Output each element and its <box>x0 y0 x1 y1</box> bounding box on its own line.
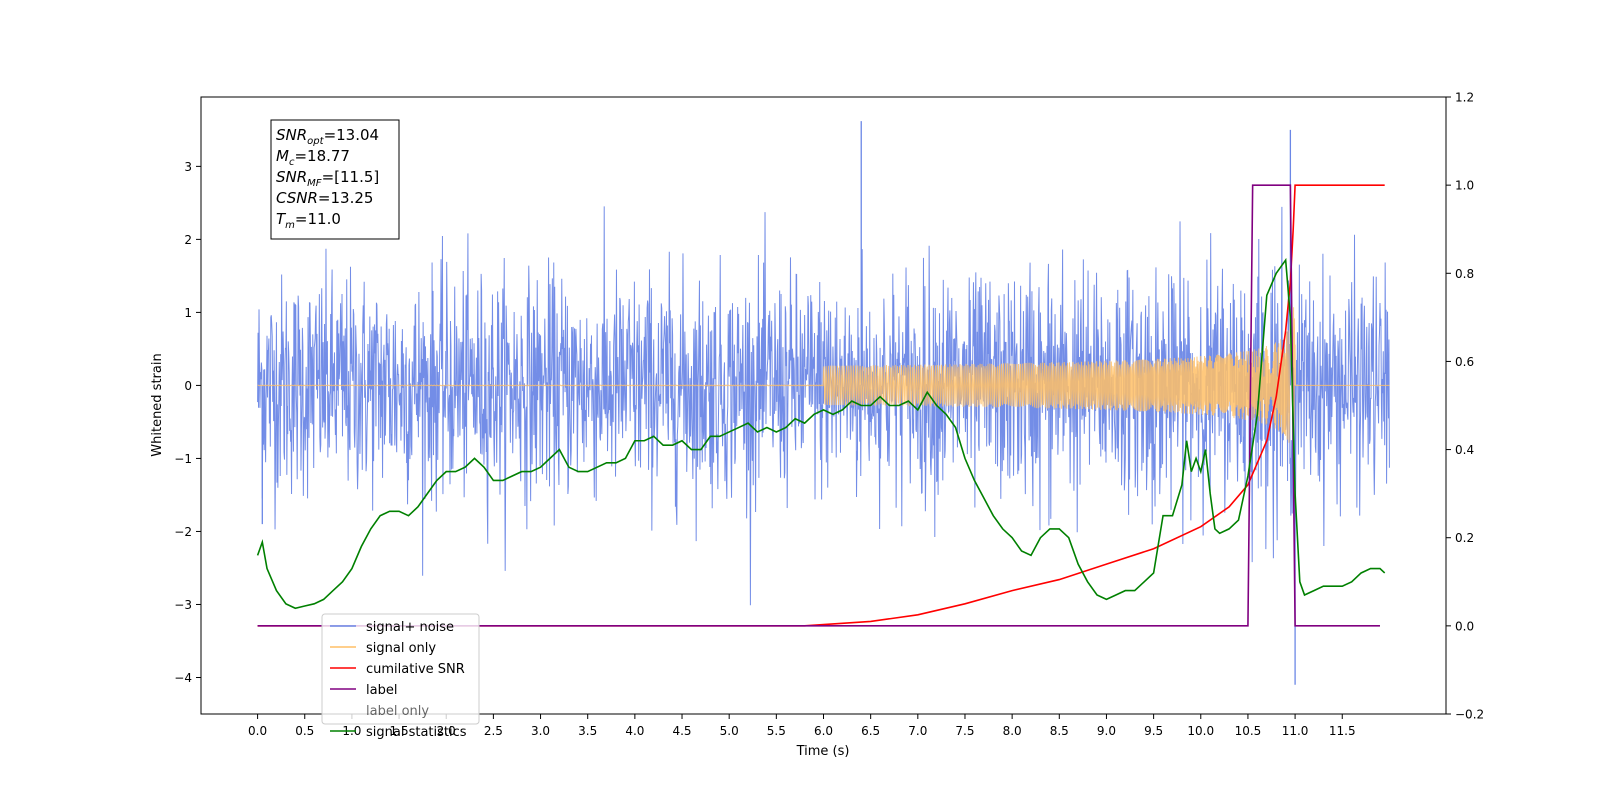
annotation-frame <box>270 119 400 240</box>
y-axis-right: 1.2 1.0 0.8 0.6 0.4 0.2 0.0 −0.2 <box>1446 91 1484 722</box>
y2-tick-label: 0.4 <box>1455 443 1474 457</box>
annotation-symbol: T <box>276 210 287 228</box>
x-tick-label: 6.5 <box>861 724 880 738</box>
annotation-subscript: MF <box>307 178 322 189</box>
annotation-symbol: SNR <box>276 168 307 186</box>
legend-label: label only <box>366 704 429 719</box>
x-tick-label: 5.5 <box>767 724 786 738</box>
y2-tick-label: 0.0 <box>1455 619 1474 633</box>
y-tick-label: −4 <box>174 671 192 685</box>
x-tick-label: 8.0 <box>1003 724 1022 738</box>
annotation-value: =13.04 <box>324 126 380 144</box>
y-tick-label: 1 <box>184 306 192 320</box>
series-line-label <box>257 184 1380 627</box>
legend-label: signal+ noise <box>366 620 454 635</box>
y2-tick-label: 1.0 <box>1455 179 1474 193</box>
y-tick-label: 0 <box>184 379 192 393</box>
legend-frame <box>321 613 480 725</box>
annotation-symbol: SNR <box>276 126 307 144</box>
y-tick-label: −3 <box>174 598 192 612</box>
x-tick-label: 9.0 <box>1097 724 1116 738</box>
y-tick-label: 3 <box>184 160 192 174</box>
annotation-symbol: M <box>276 147 289 165</box>
x-axis-label: Time (s) <box>796 744 850 759</box>
x-tick-label: 11.5 <box>1329 724 1356 738</box>
y-tick-label: 2 <box>184 233 192 247</box>
annotation-symbol: CSNR <box>276 189 318 207</box>
x-tick-label: 9.5 <box>1144 724 1163 738</box>
series-line-signal-noise <box>257 206 1390 606</box>
legend-label: signal only <box>366 641 436 656</box>
legend: signal+ noise signal only cumilative SNR la… <box>321 613 480 740</box>
x-tick-label: 8.5 <box>1050 724 1069 738</box>
legend-label: label <box>366 683 397 698</box>
x-tick-label: 3.0 <box>531 724 550 738</box>
x-tick-label: 4.5 <box>672 724 691 738</box>
x-axis: 0.0 0.5 1.0 1.5 2.0 2.5 3.0 3.5 4.0 4.5 5.0 5.5 6.0 6… <box>248 714 1356 738</box>
plot-area <box>256 121 1390 685</box>
annotation-line: CSNR=13.25 <box>276 189 373 207</box>
annotation-box: SNRopt=13.04Mc=18.77SNRMF=[11.5]CSNR=13.… <box>270 119 400 240</box>
x-tick-label: 1.5 <box>390 724 409 738</box>
series-line-signal-statistics <box>256 257 1386 610</box>
annotation-value: =18.77 <box>294 147 350 165</box>
y2-tick-label: 1.2 <box>1455 91 1474 105</box>
y-axis-left: 3 2 1 0 −1 −2 −3 −4 <box>174 160 201 685</box>
annotation-line: SNRopt=13.04 <box>276 126 379 147</box>
annotation-subscript: c <box>289 157 295 168</box>
x-tick-label: 2.5 <box>484 724 503 738</box>
x-tick-label: 10.5 <box>1235 724 1262 738</box>
annotation-line: Mc=18.77 <box>276 147 350 168</box>
y2-tick-label: 0.2 <box>1455 531 1474 545</box>
x-tick-label: 7.5 <box>955 724 974 738</box>
x-tick-label: 11.0 <box>1282 724 1309 738</box>
y-tick-label: −2 <box>174 525 192 539</box>
annotation-subscript: opt <box>307 136 324 147</box>
y2-tick-label: 0.6 <box>1455 355 1474 369</box>
annotation-subscript: m <box>285 220 295 231</box>
legend-label: cumilative SNR <box>366 662 465 677</box>
annotation-value: =13.25 <box>318 189 374 207</box>
x-tick-label: 2.0 <box>437 724 456 738</box>
x-tick-label: 0.5 <box>295 724 314 738</box>
series-line-signal-only <box>257 307 1390 468</box>
x-tick-label: 10.0 <box>1187 724 1214 738</box>
y-axis-label: Whitened strain <box>150 353 165 456</box>
x-tick-label: 3.5 <box>578 724 597 738</box>
annotation-value: =11.0 <box>295 210 341 228</box>
x-tick-label: 5.0 <box>720 724 739 738</box>
x-tick-label: 0.0 <box>248 724 267 738</box>
x-tick-label: 6.0 <box>814 724 833 738</box>
y2-tick-label: −0.2 <box>1455 708 1484 722</box>
series-line-cumilative-snr <box>257 184 1385 627</box>
legend-label: signal statistics <box>366 725 467 740</box>
x-tick-label: 4.0 <box>625 724 644 738</box>
y2-tick-label: 0.8 <box>1455 267 1474 281</box>
annotation-line: SNRMF=[11.5] <box>276 168 379 189</box>
x-tick-label: 7.0 <box>908 724 927 738</box>
annotation-line: Tm=11.0 <box>276 210 341 231</box>
y-tick-label: −1 <box>174 452 192 466</box>
annotation-value: =[11.5] <box>322 168 380 186</box>
